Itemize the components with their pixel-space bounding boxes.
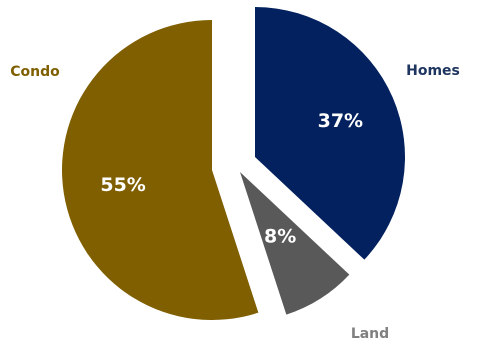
slice-category-label-land: Land xyxy=(351,326,389,339)
slice-percent-label-condo: 55% xyxy=(100,174,145,196)
slice-percent-label-land: 8% xyxy=(264,225,296,247)
slice-percent-label-homes: 37% xyxy=(318,110,363,132)
slice-category-label-homes: Homes xyxy=(406,63,460,79)
slice-category-label-condo: Condo xyxy=(10,64,60,80)
pie-slice-land xyxy=(240,172,350,315)
pie-slice-homes xyxy=(255,7,405,260)
pie-slice-condo xyxy=(62,20,259,320)
